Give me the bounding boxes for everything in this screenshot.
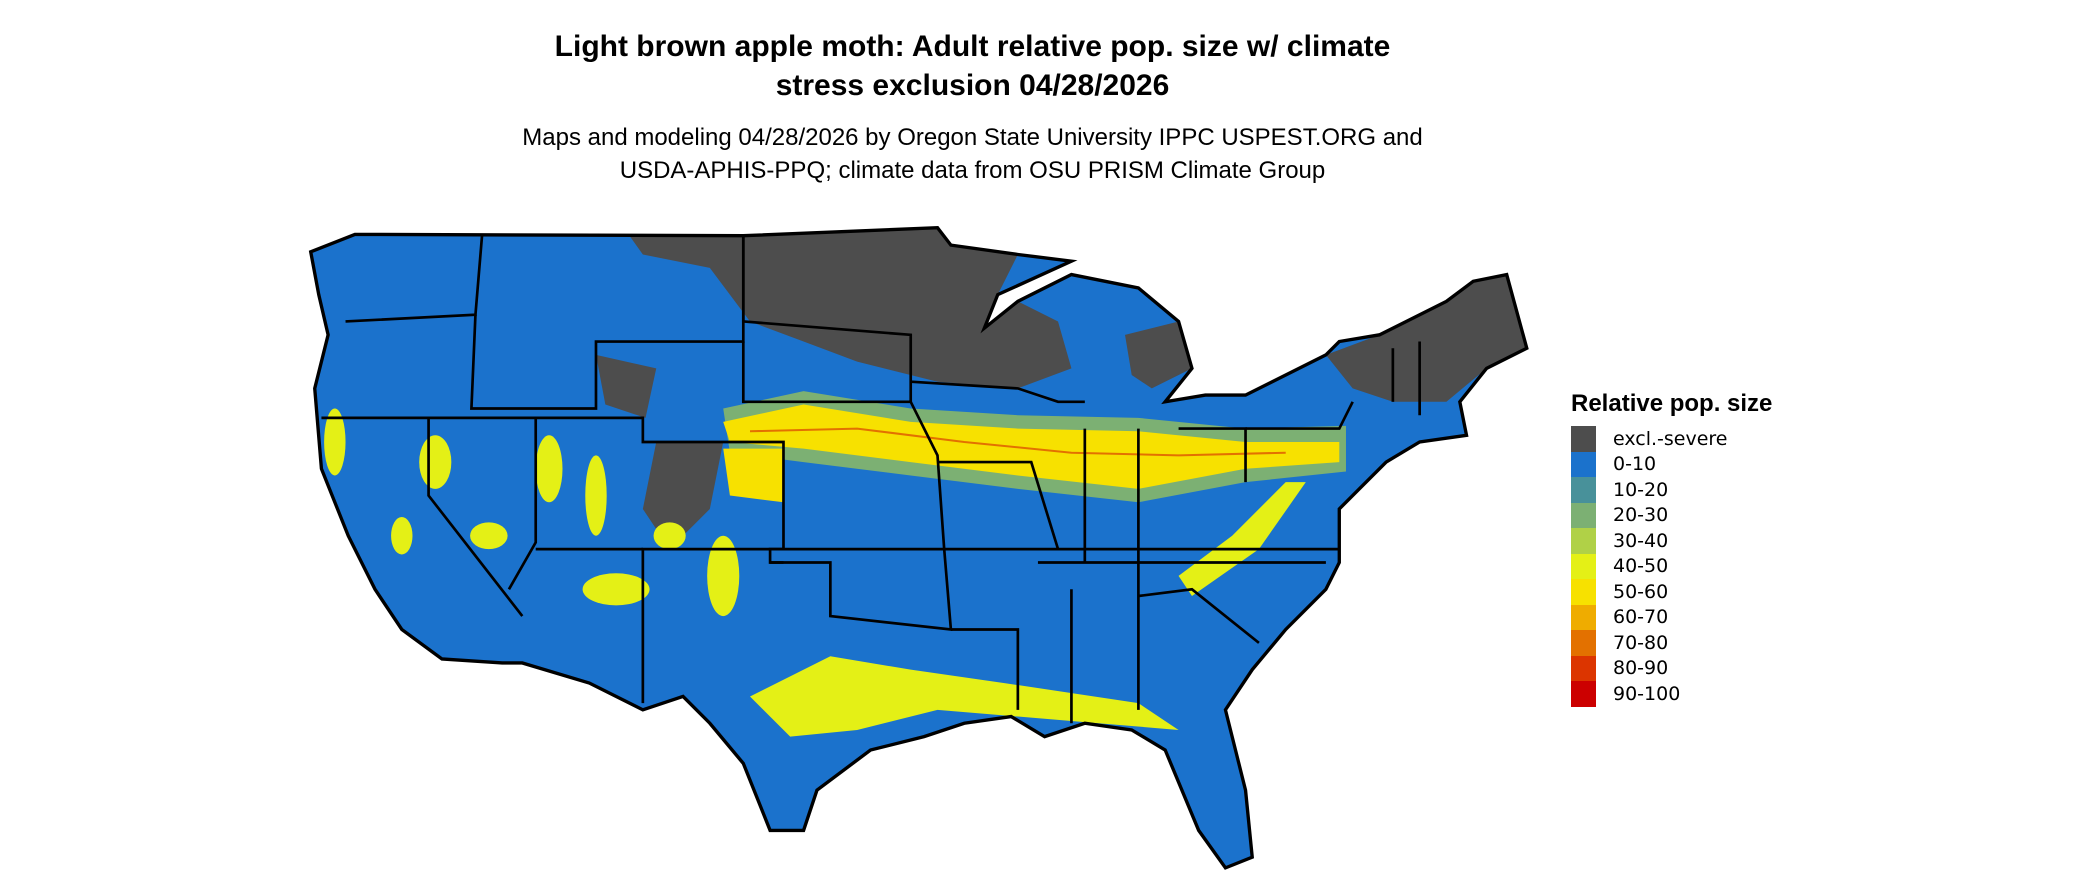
legend-swatch (1571, 681, 1596, 707)
map-subtitle: Maps and modeling 04/28/2026 by Oregon S… (0, 121, 1945, 187)
region-70-80-central (749, 427, 1286, 457)
region-yellow-colorado (723, 448, 784, 503)
legend-label: 90-100 (1613, 682, 1681, 705)
legend-label: 40-50 (1613, 555, 1669, 578)
legend-items: excl.-severe 0-10 10-20 20-30 30-40 40-50 50-6… (1571, 426, 1772, 707)
map-title: Light brown apple moth: Adult relative p… (0, 27, 1945, 105)
legend-item: 30-40 (1571, 528, 1772, 554)
legend-swatch (1571, 477, 1596, 503)
legend-swatch (1571, 426, 1596, 452)
subtitle-line-1: Maps and modeling 04/28/2026 by Oregon S… (522, 124, 1423, 151)
legend-title: Relative pop. size (1571, 390, 1773, 417)
region-excl-severe-newengland (1325, 274, 1527, 402)
subtitle-line-2: USDA-APHIS-PPQ; climate data from OSU PR… (619, 157, 1326, 184)
legend-item: excl.-severe (1571, 426, 1772, 452)
region-excl-severe-wyoming (595, 354, 657, 418)
legend-label: 30-40 (1613, 529, 1669, 552)
legend-swatch (1571, 553, 1596, 579)
legend-swatch (1571, 451, 1596, 477)
state-borders (321, 234, 1421, 724)
legend-item: 50-60 (1571, 579, 1772, 605)
legend-label: 0-10 (1613, 453, 1657, 476)
legend-item: 70-80 (1571, 630, 1772, 656)
title-line-2: stress exclusion 04/28/2026 (775, 69, 1170, 102)
region-excl-severe-colorado (642, 441, 724, 550)
legend-label: excl.-severe (1613, 427, 1728, 450)
legend-item: 80-90 (1571, 655, 1772, 681)
legend-item: 10-20 (1571, 477, 1772, 503)
legend-swatch (1571, 655, 1596, 681)
region-excl-severe-michigan (1125, 321, 1192, 389)
legend-swatch (1571, 630, 1596, 656)
legend: Relative pop. size excl.-severe 0-10 10-20… (1571, 390, 1772, 707)
title-line-1: Light brown apple moth: Adult relative p… (554, 30, 1391, 63)
region-yellow-appalachian (1178, 482, 1306, 597)
region-40-60-central (723, 404, 1340, 489)
legend-label: 20-30 (1613, 504, 1669, 527)
legend-swatch (1571, 502, 1596, 528)
legend-item: 90-100 (1571, 681, 1772, 707)
legend-label: 80-90 (1613, 657, 1669, 680)
legend-swatch (1571, 528, 1596, 554)
legend-label: 10-20 (1613, 478, 1669, 501)
legend-item: 0-10 (1571, 451, 1772, 477)
legend-label: 60-70 (1613, 606, 1669, 629)
region-excl-severe-north (629, 227, 1072, 389)
legend-label: 50-60 (1613, 580, 1669, 603)
legend-label: 70-80 (1613, 631, 1669, 654)
legend-item: 20-30 (1571, 502, 1772, 528)
legend-item: 60-70 (1571, 604, 1772, 630)
legend-item: 40-50 (1571, 553, 1772, 579)
legend-swatch (1571, 579, 1596, 605)
legend-swatch (1571, 604, 1596, 630)
